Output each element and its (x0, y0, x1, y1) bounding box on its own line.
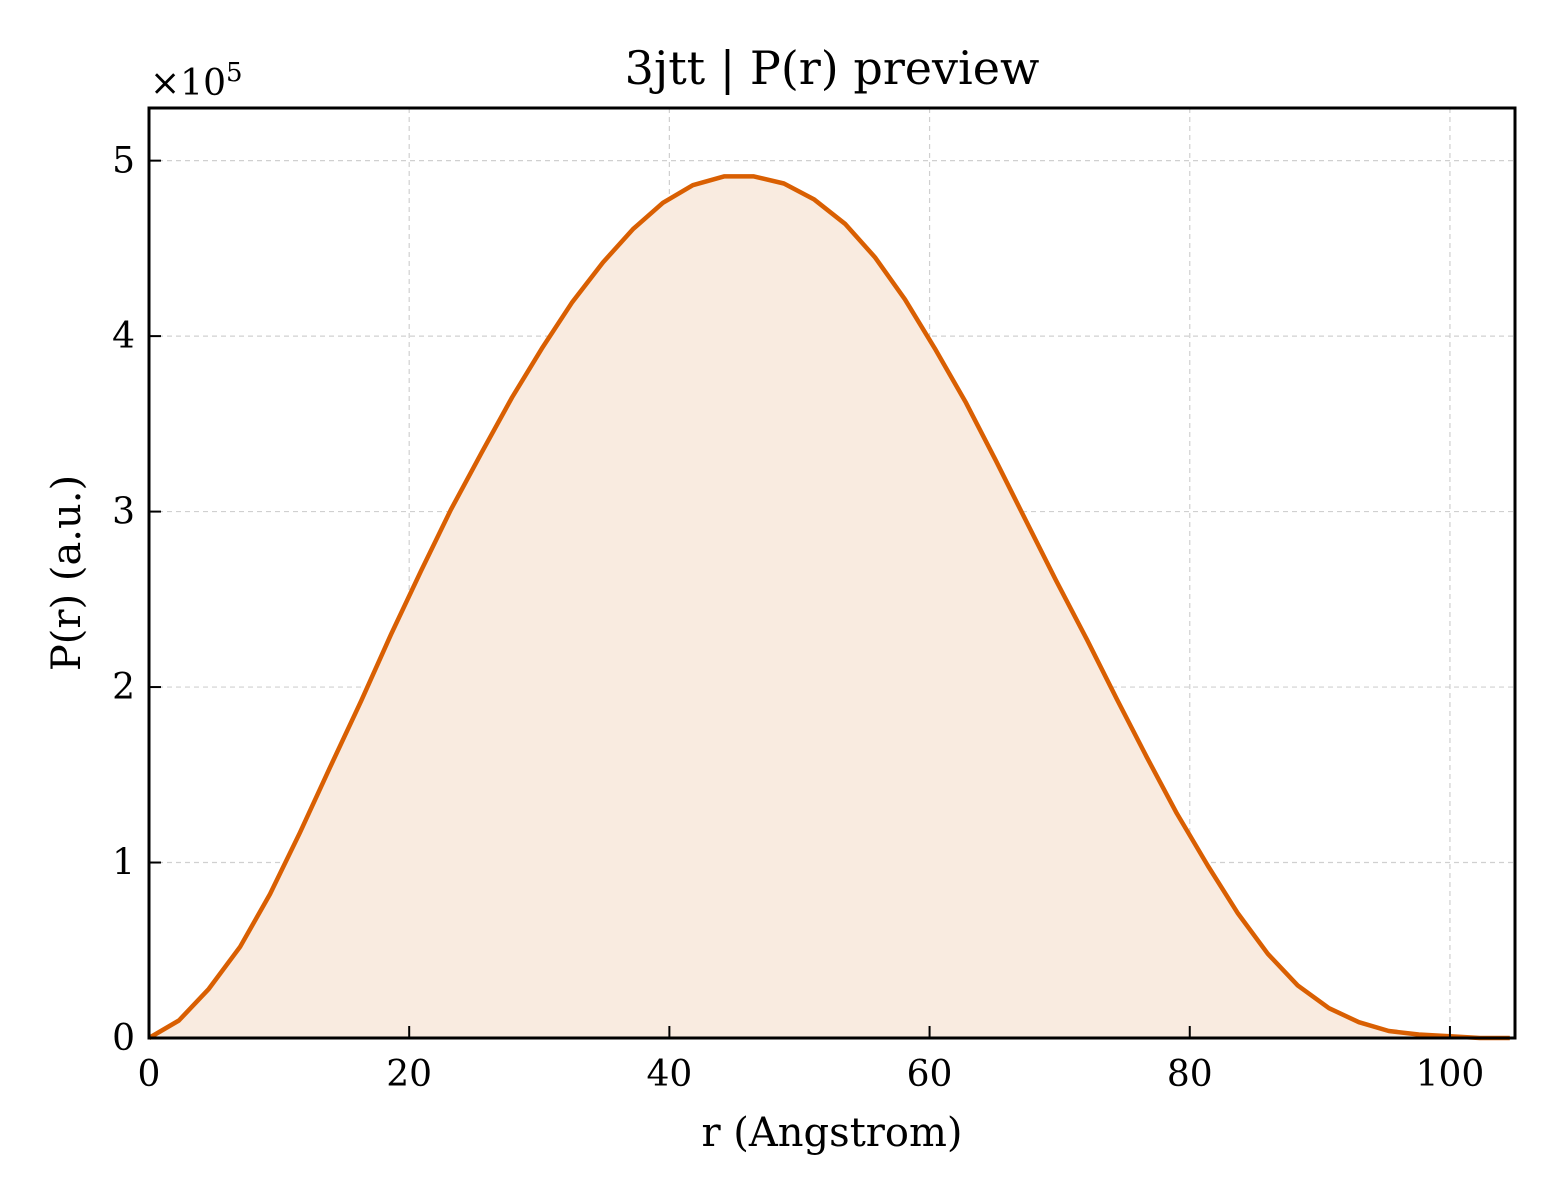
y-multiplier-base: ×10 (150, 63, 226, 104)
y-tick-label: 4 (112, 316, 135, 357)
y-tick-label: 1 (112, 843, 135, 884)
x-axis-label: r (Angstrom) (701, 1110, 962, 1156)
x-tick-label: 20 (386, 1054, 432, 1095)
x-tick-label: 80 (1167, 1054, 1213, 1095)
series-area-fill (149, 176, 1510, 1038)
y-multiplier-exponent: 5 (226, 58, 243, 88)
y-tick-label: 3 (112, 492, 135, 533)
y-multiplier: ×105 (150, 58, 243, 104)
x-tick-label: 100 (1416, 1054, 1485, 1095)
x-tick-label: 60 (907, 1054, 953, 1095)
y-axis-label: P(r) (a.u.) (44, 475, 90, 671)
y-tick-label: 5 (112, 141, 135, 182)
series-line (147, 174, 1510, 1041)
plot-frame (147, 106, 1517, 1040)
x-tick-label: 40 (646, 1054, 692, 1095)
y-tick-label: 2 (112, 667, 135, 708)
x-tick-label: 0 (138, 1054, 161, 1095)
chart-title: 3jtt | P(r) preview (625, 41, 1040, 95)
y-tick-label: 0 (112, 1018, 135, 1059)
